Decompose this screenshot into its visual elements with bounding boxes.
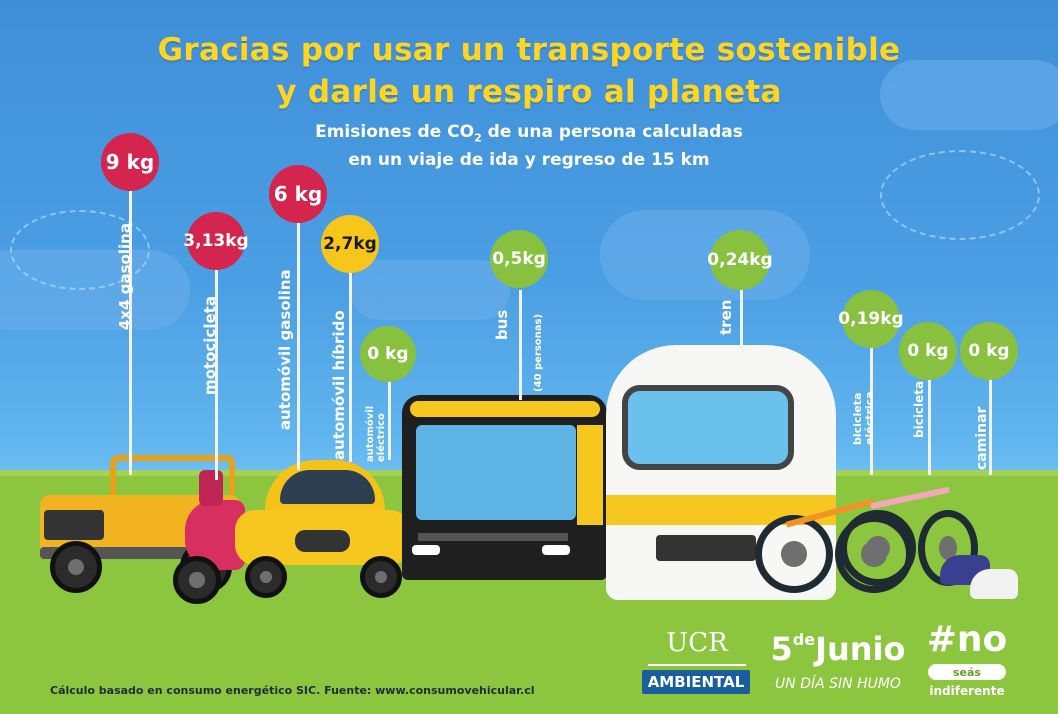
swirl-decoration (10, 210, 150, 290)
emission-badge-bicycle: 0 kg (899, 322, 957, 380)
emission-badge-walking: 0 kg (960, 322, 1018, 380)
label-bus-capacity: (40 personas) (533, 313, 544, 392)
emission-badge-electric-bicycle: 0,19 kg (838, 290, 904, 348)
june-5-logo: 5deJunio (770, 630, 906, 668)
title-line-1: Gracias por usar un transporte sostenibl… (157, 32, 901, 68)
june-5-tagline: UN DÍA SIN HUMO (775, 676, 901, 692)
stick (740, 285, 743, 345)
stick (519, 290, 522, 400)
subtitle-line-1: Emisiones de CO2 de una persona calculad… (315, 122, 743, 145)
bicycle-illustration (840, 455, 978, 595)
cloud-decoration (880, 60, 1058, 130)
ucr-logo-rule (648, 664, 746, 666)
sneakers-illustration (940, 545, 1020, 605)
emission-badge-train: 0,24 kg (707, 230, 773, 290)
no-seas-pill: seás (928, 664, 1006, 680)
gasoline-car-illustration (235, 460, 410, 600)
emission-badge-motorcycle: 3,13 kg (183, 212, 249, 270)
emission-badge-hybrid-car: 2,7 kg (321, 215, 379, 273)
source-note: Cálculo basado en consumo energético SIC… (50, 684, 535, 697)
label-4x4: 4x4 gasolina (116, 223, 134, 330)
stick (349, 262, 352, 462)
bus-illustration (402, 395, 607, 590)
label-bicycle: bicicleta (912, 380, 926, 438)
stick (215, 260, 218, 480)
label-gasoline-car: automóvil gasolina (276, 269, 294, 430)
subtitle-line-2: en un viaje de ida y regreso de 15 km (348, 150, 710, 170)
label-walking: caminar (974, 406, 990, 470)
label-electric-bicycle: bicicleta eléctrica (851, 391, 877, 445)
emission-badge-bus: 0,5 kg (490, 230, 548, 288)
no-seas-indiferente-logo: #no (926, 619, 1008, 660)
label-bus: bus (493, 309, 511, 340)
label-motorcycle: motocicleta (201, 296, 219, 395)
stick (297, 210, 300, 470)
stick (928, 375, 931, 475)
emission-badge-electric-car: 0 kg (360, 326, 416, 382)
label-hybrid-car: automóvil híbrido (330, 310, 348, 460)
ucr-ambiental-badge: AMBIENTAL (642, 670, 750, 694)
stick (870, 340, 873, 475)
stick (388, 375, 391, 460)
footer-band (0, 612, 1058, 714)
cloud-decoration (350, 260, 510, 320)
stick (129, 180, 132, 475)
label-train: tren (717, 299, 735, 335)
title-line-2: y darle un respiro al planeta (276, 74, 782, 110)
swirl-decoration (880, 150, 1040, 240)
label-electric-car: automóvil eléctrico (365, 405, 387, 462)
cloud-decoration (600, 210, 810, 300)
ucr-logo-text: UCR (666, 628, 728, 658)
emission-badge-4x4: 9 kg (101, 133, 159, 191)
stick (989, 375, 992, 475)
emission-badge-gasoline-car: 6 kg (269, 165, 327, 223)
no-seas-indiferente-text: indiferente (929, 684, 1005, 698)
